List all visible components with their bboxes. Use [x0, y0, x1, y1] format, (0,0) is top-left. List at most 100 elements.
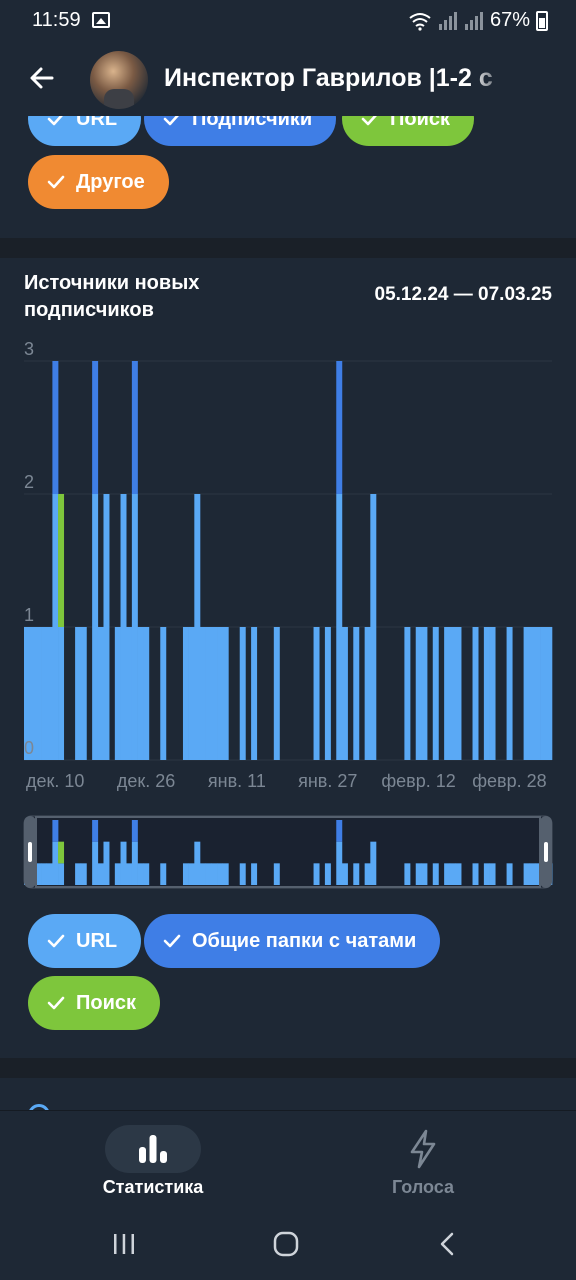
chip-url-top[interactable]: URL: [28, 116, 142, 146]
bottom-navigation: Статистика Голоса: [0, 1110, 576, 1208]
check-icon: [47, 175, 65, 189]
chart-bar: [483, 627, 490, 760]
x-tick-label: дек. 26: [117, 771, 175, 791]
overview-handle-grip: [28, 842, 32, 862]
y-tick-label: 0: [24, 738, 34, 758]
app-header: Инспектор Гаврилов |1-2 с: [0, 44, 576, 116]
chart-bar: [46, 627, 53, 760]
overview-bar: [80, 863, 87, 885]
chart-bar: [182, 627, 189, 760]
chart-bar: [546, 627, 553, 760]
chart-bars: [24, 361, 553, 760]
wifi-icon: [409, 12, 431, 31]
avatar[interactable]: [90, 51, 148, 109]
check-icon: [47, 996, 65, 1010]
chart-overview: [23, 815, 553, 889]
chart-bar: [455, 627, 462, 760]
nav-statistics[interactable]: Статистика: [83, 1125, 223, 1198]
overview-bar: [273, 863, 280, 885]
overview-bar: [336, 841, 343, 885]
overview-bar: [415, 863, 422, 885]
chart-bar: [200, 627, 206, 760]
overview-bar: [489, 863, 496, 885]
overview-bar: [432, 863, 439, 885]
status-time: 11:59: [32, 9, 81, 31]
chart-bar: [222, 627, 229, 760]
overview-bar: [126, 863, 133, 885]
overview-bar: [52, 841, 59, 885]
nav-statistics-label: Статистика: [102, 1177, 204, 1197]
overview-bar: [131, 841, 138, 885]
overview-bar: [35, 863, 42, 885]
recent-apps-icon[interactable]: [110, 1230, 138, 1258]
chip-search-top[interactable]: Поиск: [342, 116, 475, 146]
chart-bar: [92, 361, 99, 494]
back-icon[interactable]: [434, 1230, 462, 1258]
chart-bar: [24, 627, 30, 760]
overview-bar: [46, 863, 53, 885]
chart-x-labels: дек. 10 дек. 26 янв. 11 янв. 27 февр. 12 февр…: [26, 771, 547, 791]
chip-label: Поиск: [390, 116, 451, 130]
overview-bar: [353, 863, 360, 885]
chart-bar: [194, 494, 201, 760]
overview-bar: [58, 841, 65, 864]
overview-bar: [92, 841, 99, 885]
title-fade: [470, 54, 510, 104]
chip-label: Поиск: [76, 991, 137, 1014]
check-icon: [47, 934, 65, 948]
overview-bar: [103, 841, 110, 885]
home-icon[interactable]: [272, 1230, 300, 1258]
new-subscribers-sources-card: Источники новых подписчиков 05.12.24 — 0…: [0, 258, 576, 1058]
battery-percent: 67%: [489, 9, 530, 31]
signal-icon: [438, 11, 457, 30]
battery-icon: [536, 10, 548, 31]
y-tick-label: 3: [24, 339, 34, 359]
chart-bar: [364, 627, 371, 760]
chip-other-top[interactable]: Другое: [28, 155, 169, 209]
chart-bar: [120, 494, 127, 760]
chart-bar: [415, 627, 422, 760]
back-arrow-icon[interactable]: [26, 62, 58, 94]
overview-bar: [313, 863, 320, 885]
nav-votes[interactable]: Голоса: [353, 1125, 493, 1198]
bar-chart-icon: [139, 1135, 167, 1163]
nav-statistics-pill: [105, 1125, 201, 1173]
chart-bar: [421, 627, 428, 760]
chart-bar: [29, 627, 36, 760]
chart-bar: [313, 627, 320, 760]
chart-bar: [131, 361, 138, 494]
chip-subscribers-top[interactable]: Подписчики: [144, 116, 337, 146]
image-notification-icon: [92, 12, 110, 28]
overview-bar: [251, 863, 258, 885]
overview-bar: [194, 841, 201, 885]
check-icon: [163, 116, 179, 126]
overview-bar: [52, 820, 59, 842]
x-tick-label: февр. 12: [381, 771, 455, 791]
overview-bar: [449, 863, 456, 885]
chart-grid: [24, 360, 552, 761]
chip-url[interactable]: URL: [28, 914, 142, 968]
chart-bar: [160, 627, 167, 760]
chart-bar: [506, 627, 513, 760]
chart-bar: [353, 627, 360, 760]
overview-bar: [239, 863, 246, 885]
overview-bar: [58, 863, 65, 885]
check-icon: [47, 116, 63, 126]
chart-bar: [336, 361, 343, 494]
chart-bar: [336, 494, 343, 760]
y-tick-label: 2: [24, 472, 34, 492]
chart-bar: [324, 627, 331, 760]
chart-bar: [540, 627, 547, 760]
chip-search[interactable]: Поиск: [28, 976, 161, 1030]
overview-bar: [120, 841, 127, 885]
overview-bar: [97, 863, 104, 885]
overview-bar: [114, 863, 121, 885]
chart-bar: [41, 627, 48, 760]
nav-votes-label: Голоса: [391, 1177, 455, 1197]
chart-date-range[interactable]: 05.12.24 — 07.03.25: [374, 284, 552, 305]
overview-bar: [131, 820, 138, 842]
status-bar: 11:59 67%: [0, 0, 576, 44]
bar-chart[interactable]: 0 1 2 3 дек. 10 дек. 26 янв. 11 янв. 27 февр. 1…: [0, 258, 576, 898]
chip-shared-folders[interactable]: Общие папки с чатами: [144, 914, 441, 968]
chart-bar: [239, 627, 246, 760]
